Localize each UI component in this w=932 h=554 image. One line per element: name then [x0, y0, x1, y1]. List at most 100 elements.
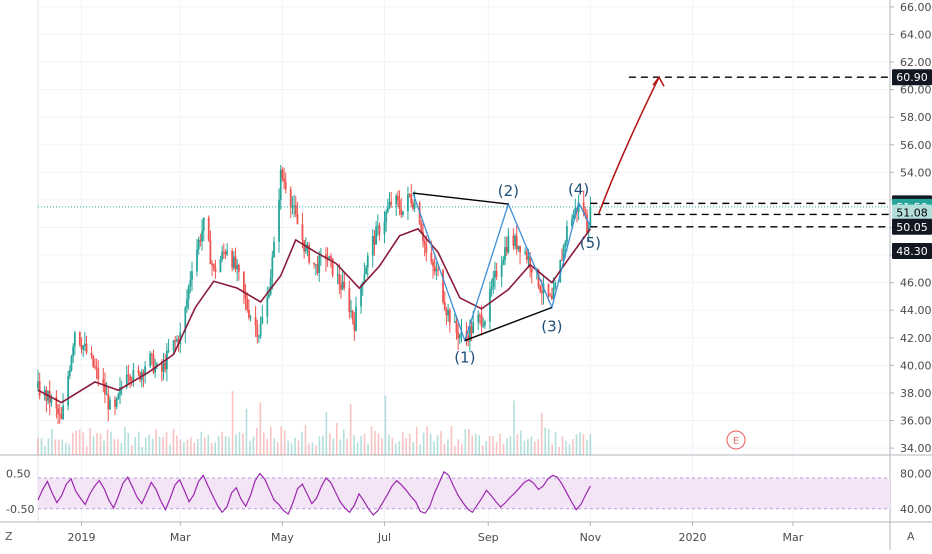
candle-body [343, 281, 346, 288]
candle-body [70, 356, 73, 370]
volume-bar [193, 442, 196, 455]
candle-body [294, 205, 297, 215]
y-tick-label: 54.00 [900, 166, 932, 179]
candle-body [366, 255, 369, 268]
candle-body [214, 267, 217, 272]
candle-body [564, 242, 567, 246]
volume-bar [422, 432, 425, 455]
candle-body [221, 251, 224, 260]
volume-bar [269, 426, 272, 455]
volume-bar [568, 443, 571, 455]
bottom-left-button[interactable]: Z [5, 530, 13, 543]
volume-bar [572, 439, 574, 455]
candle-body [172, 340, 175, 351]
volume-bar [165, 431, 168, 455]
volume-bar [488, 436, 491, 455]
volume-bar [342, 429, 345, 455]
candle-body [490, 287, 493, 290]
candle-body [316, 264, 319, 273]
volume-bar [544, 427, 547, 455]
volume-bar [311, 442, 314, 455]
elliott-wave-line [412, 192, 591, 343]
candle-body [109, 399, 111, 410]
candle-body [420, 223, 423, 232]
candle-body [219, 259, 222, 272]
candle-body [388, 201, 391, 208]
volume-bar [89, 428, 91, 455]
candle-body [132, 369, 135, 381]
candle-body [115, 398, 118, 407]
candle-body [468, 326, 471, 342]
candle-body [244, 293, 247, 299]
volume-bar [377, 433, 380, 455]
volume-bar [134, 437, 137, 455]
volume-bar [457, 439, 460, 455]
candle-body [571, 218, 573, 227]
volume-bar [582, 434, 585, 455]
volume-bar [207, 434, 210, 455]
volume-bar [513, 400, 515, 455]
candle-body [261, 316, 264, 324]
wave-label: (4) [568, 181, 589, 199]
volume-bar [318, 436, 321, 455]
candle-body [484, 321, 486, 326]
candle-body [331, 258, 334, 276]
volume-bar [162, 436, 164, 455]
candle-body [350, 310, 352, 312]
x-tick-label: 2019 [68, 531, 96, 544]
volume-bar [467, 429, 470, 455]
candle-body [507, 235, 510, 253]
volume-bar [245, 408, 248, 455]
volume-bar [349, 403, 352, 455]
candle-body [278, 199, 280, 242]
candle-body [164, 362, 167, 370]
candle-body [517, 245, 520, 250]
candle-body [313, 262, 316, 265]
volume-bar [322, 435, 324, 455]
price-badge-label: 48.30 [896, 245, 928, 258]
volume-bar [231, 391, 234, 455]
volume-bar [263, 432, 265, 455]
volume-bar [75, 430, 78, 455]
candle-body [348, 287, 351, 312]
candle-body [495, 270, 498, 277]
rsi-left-tick-label: 0.50 [6, 468, 31, 481]
candle-body [554, 282, 557, 288]
axes-layer: 34.0036.0038.0040.0042.0044.0046.0048.00… [6, 1, 932, 544]
volume-bar [575, 434, 578, 455]
candle-body [540, 291, 543, 294]
candle-body [37, 381, 39, 389]
bottom-right-button[interactable]: A [907, 530, 915, 543]
x-tick-label: Mar [170, 531, 191, 544]
candle-body [90, 352, 93, 356]
volume-bar [113, 438, 116, 455]
volume-bar [363, 433, 366, 455]
candle-body [80, 344, 83, 350]
candle-body [306, 244, 309, 246]
candle-body [566, 226, 568, 243]
candles-layer [37, 165, 592, 425]
candle-body [201, 230, 203, 242]
candle-body [62, 405, 65, 419]
volume-bar [419, 444, 421, 455]
volume-bar [58, 439, 60, 455]
wave-label: (5) [580, 234, 601, 252]
candle-body [574, 207, 577, 214]
volume-bar [360, 435, 362, 455]
volume-bar [183, 442, 185, 455]
candle-body [505, 247, 508, 253]
candle-body [489, 289, 491, 322]
volume-bar [395, 443, 397, 455]
volume-bar [61, 439, 64, 455]
candle-body [351, 310, 354, 320]
candle-body [271, 257, 274, 278]
volume-bar [332, 438, 335, 455]
candle-body [308, 244, 311, 263]
volume-bar [124, 426, 126, 455]
candle-body [279, 169, 282, 200]
candle-body [586, 214, 588, 233]
candle-body [552, 287, 555, 299]
trend-line [464, 306, 553, 342]
